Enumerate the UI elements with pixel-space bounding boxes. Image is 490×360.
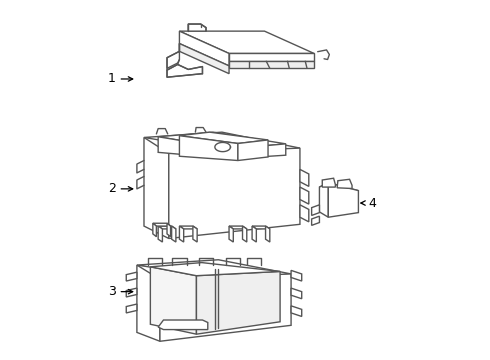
Polygon shape bbox=[229, 226, 247, 229]
Polygon shape bbox=[160, 274, 291, 341]
Polygon shape bbox=[158, 226, 162, 242]
Polygon shape bbox=[312, 216, 319, 225]
Polygon shape bbox=[169, 148, 300, 238]
Polygon shape bbox=[167, 64, 202, 77]
Polygon shape bbox=[266, 226, 270, 242]
Polygon shape bbox=[238, 140, 268, 161]
Text: 4: 4 bbox=[361, 197, 376, 210]
Polygon shape bbox=[179, 132, 268, 144]
Polygon shape bbox=[179, 44, 229, 74]
Polygon shape bbox=[126, 288, 137, 297]
Polygon shape bbox=[300, 187, 309, 204]
Polygon shape bbox=[179, 31, 314, 54]
Polygon shape bbox=[137, 260, 291, 279]
Polygon shape bbox=[150, 262, 280, 276]
Polygon shape bbox=[158, 132, 286, 149]
Polygon shape bbox=[229, 61, 314, 68]
Polygon shape bbox=[291, 270, 302, 281]
Polygon shape bbox=[167, 44, 179, 68]
Polygon shape bbox=[179, 226, 197, 229]
Polygon shape bbox=[172, 226, 176, 242]
Polygon shape bbox=[322, 178, 335, 187]
Polygon shape bbox=[179, 31, 229, 66]
Polygon shape bbox=[153, 223, 156, 237]
Text: 2: 2 bbox=[108, 183, 133, 195]
Polygon shape bbox=[291, 288, 302, 299]
Text: 3: 3 bbox=[108, 285, 133, 298]
Polygon shape bbox=[158, 226, 176, 229]
Polygon shape bbox=[300, 205, 309, 222]
Polygon shape bbox=[243, 226, 247, 242]
Polygon shape bbox=[188, 24, 206, 31]
Polygon shape bbox=[252, 226, 270, 229]
Polygon shape bbox=[144, 132, 300, 153]
Polygon shape bbox=[291, 306, 302, 316]
Text: 1: 1 bbox=[108, 72, 133, 85]
Polygon shape bbox=[196, 271, 280, 334]
Polygon shape bbox=[229, 54, 314, 61]
Polygon shape bbox=[144, 138, 169, 238]
Polygon shape bbox=[179, 136, 238, 161]
Polygon shape bbox=[126, 272, 137, 281]
Polygon shape bbox=[153, 223, 171, 226]
Polygon shape bbox=[150, 267, 196, 334]
Polygon shape bbox=[137, 265, 160, 341]
Polygon shape bbox=[319, 183, 358, 195]
Polygon shape bbox=[126, 304, 137, 313]
Polygon shape bbox=[158, 320, 208, 329]
Polygon shape bbox=[328, 183, 358, 217]
Polygon shape bbox=[229, 226, 233, 242]
Polygon shape bbox=[337, 179, 352, 189]
Polygon shape bbox=[193, 226, 197, 242]
Polygon shape bbox=[179, 226, 184, 242]
Polygon shape bbox=[319, 183, 328, 217]
Polygon shape bbox=[312, 205, 319, 215]
Polygon shape bbox=[231, 144, 286, 159]
Polygon shape bbox=[167, 223, 171, 237]
Polygon shape bbox=[300, 169, 309, 186]
Polygon shape bbox=[252, 226, 256, 242]
Polygon shape bbox=[158, 137, 231, 159]
